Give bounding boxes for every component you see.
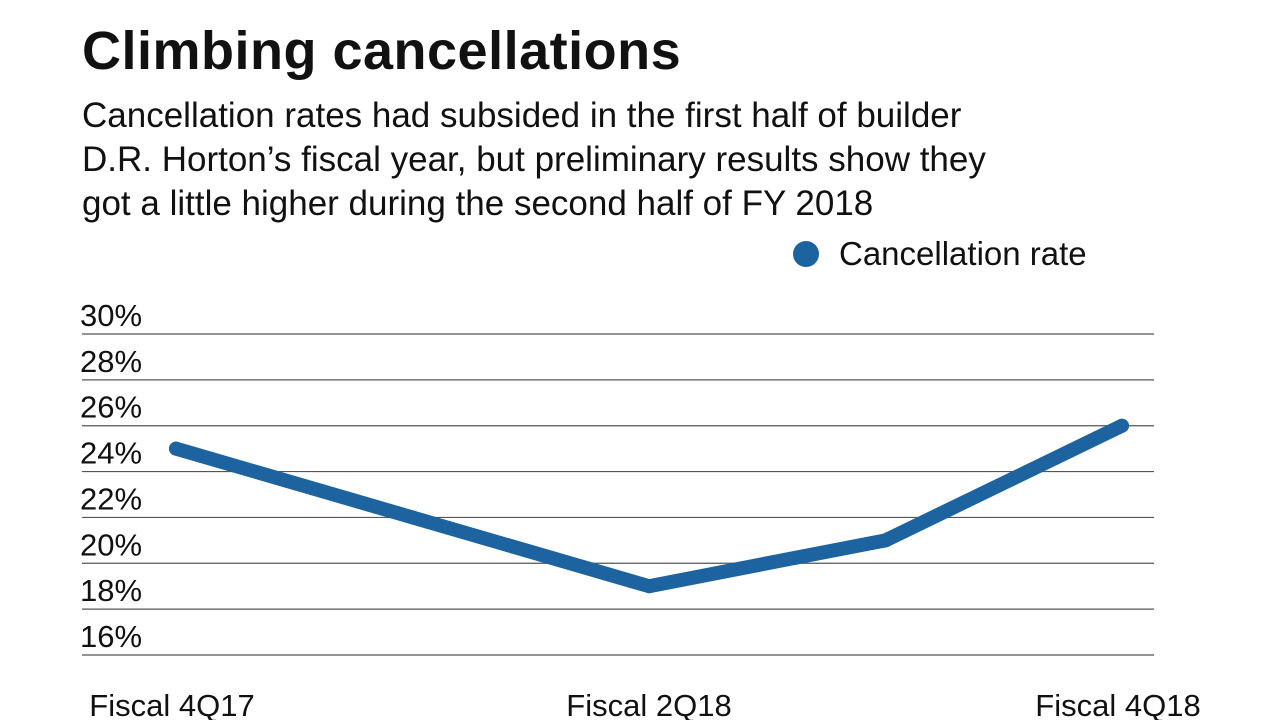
x-tick-label: Fiscal 4Q17 xyxy=(89,688,254,720)
subtitle-line-1: Cancellation rates had subsided in the f… xyxy=(82,96,962,135)
y-tick-label: 30% xyxy=(80,298,142,333)
y-tick-label: 22% xyxy=(80,481,142,516)
x-axis-tick-labels: Fiscal 4Q17 Fiscal 2Q18 Fiscal 4Q18 xyxy=(89,688,1200,720)
chart-legend: Cancellation rate xyxy=(793,234,1087,274)
y-tick-label: 16% xyxy=(80,619,142,654)
y-tick-label: 20% xyxy=(80,527,142,562)
legend-marker xyxy=(793,241,819,267)
x-tick-label: Fiscal 4Q18 xyxy=(1035,688,1200,720)
legend-label: Cancellation rate xyxy=(839,235,1087,272)
y-tick-label: 26% xyxy=(80,390,142,425)
chart-title: Climbing cancellations xyxy=(82,21,682,81)
y-tick-label: 18% xyxy=(80,573,142,608)
series-line xyxy=(169,418,1129,594)
subtitle-line-2: D.R. Horton’s fiscal year, but prelimina… xyxy=(82,140,986,179)
data-point xyxy=(405,510,420,525)
y-axis-tick-labels: 30% 28% 26% 24% 22% 20% 18% 16% xyxy=(80,298,142,654)
data-point xyxy=(169,441,183,456)
data-point xyxy=(878,533,893,548)
data-point xyxy=(642,579,656,594)
y-tick-label: 24% xyxy=(80,436,142,471)
y-tick-label: 28% xyxy=(80,344,142,379)
series-group xyxy=(169,418,1129,594)
data-point xyxy=(1115,418,1129,433)
chart-subtitle: Cancellation rates had subsided in the f… xyxy=(82,94,986,226)
x-tick-label: Fiscal 2Q18 xyxy=(566,688,731,720)
gridlines xyxy=(82,333,1154,656)
subtitle-line-3: got a little higher during the second ha… xyxy=(82,184,874,223)
